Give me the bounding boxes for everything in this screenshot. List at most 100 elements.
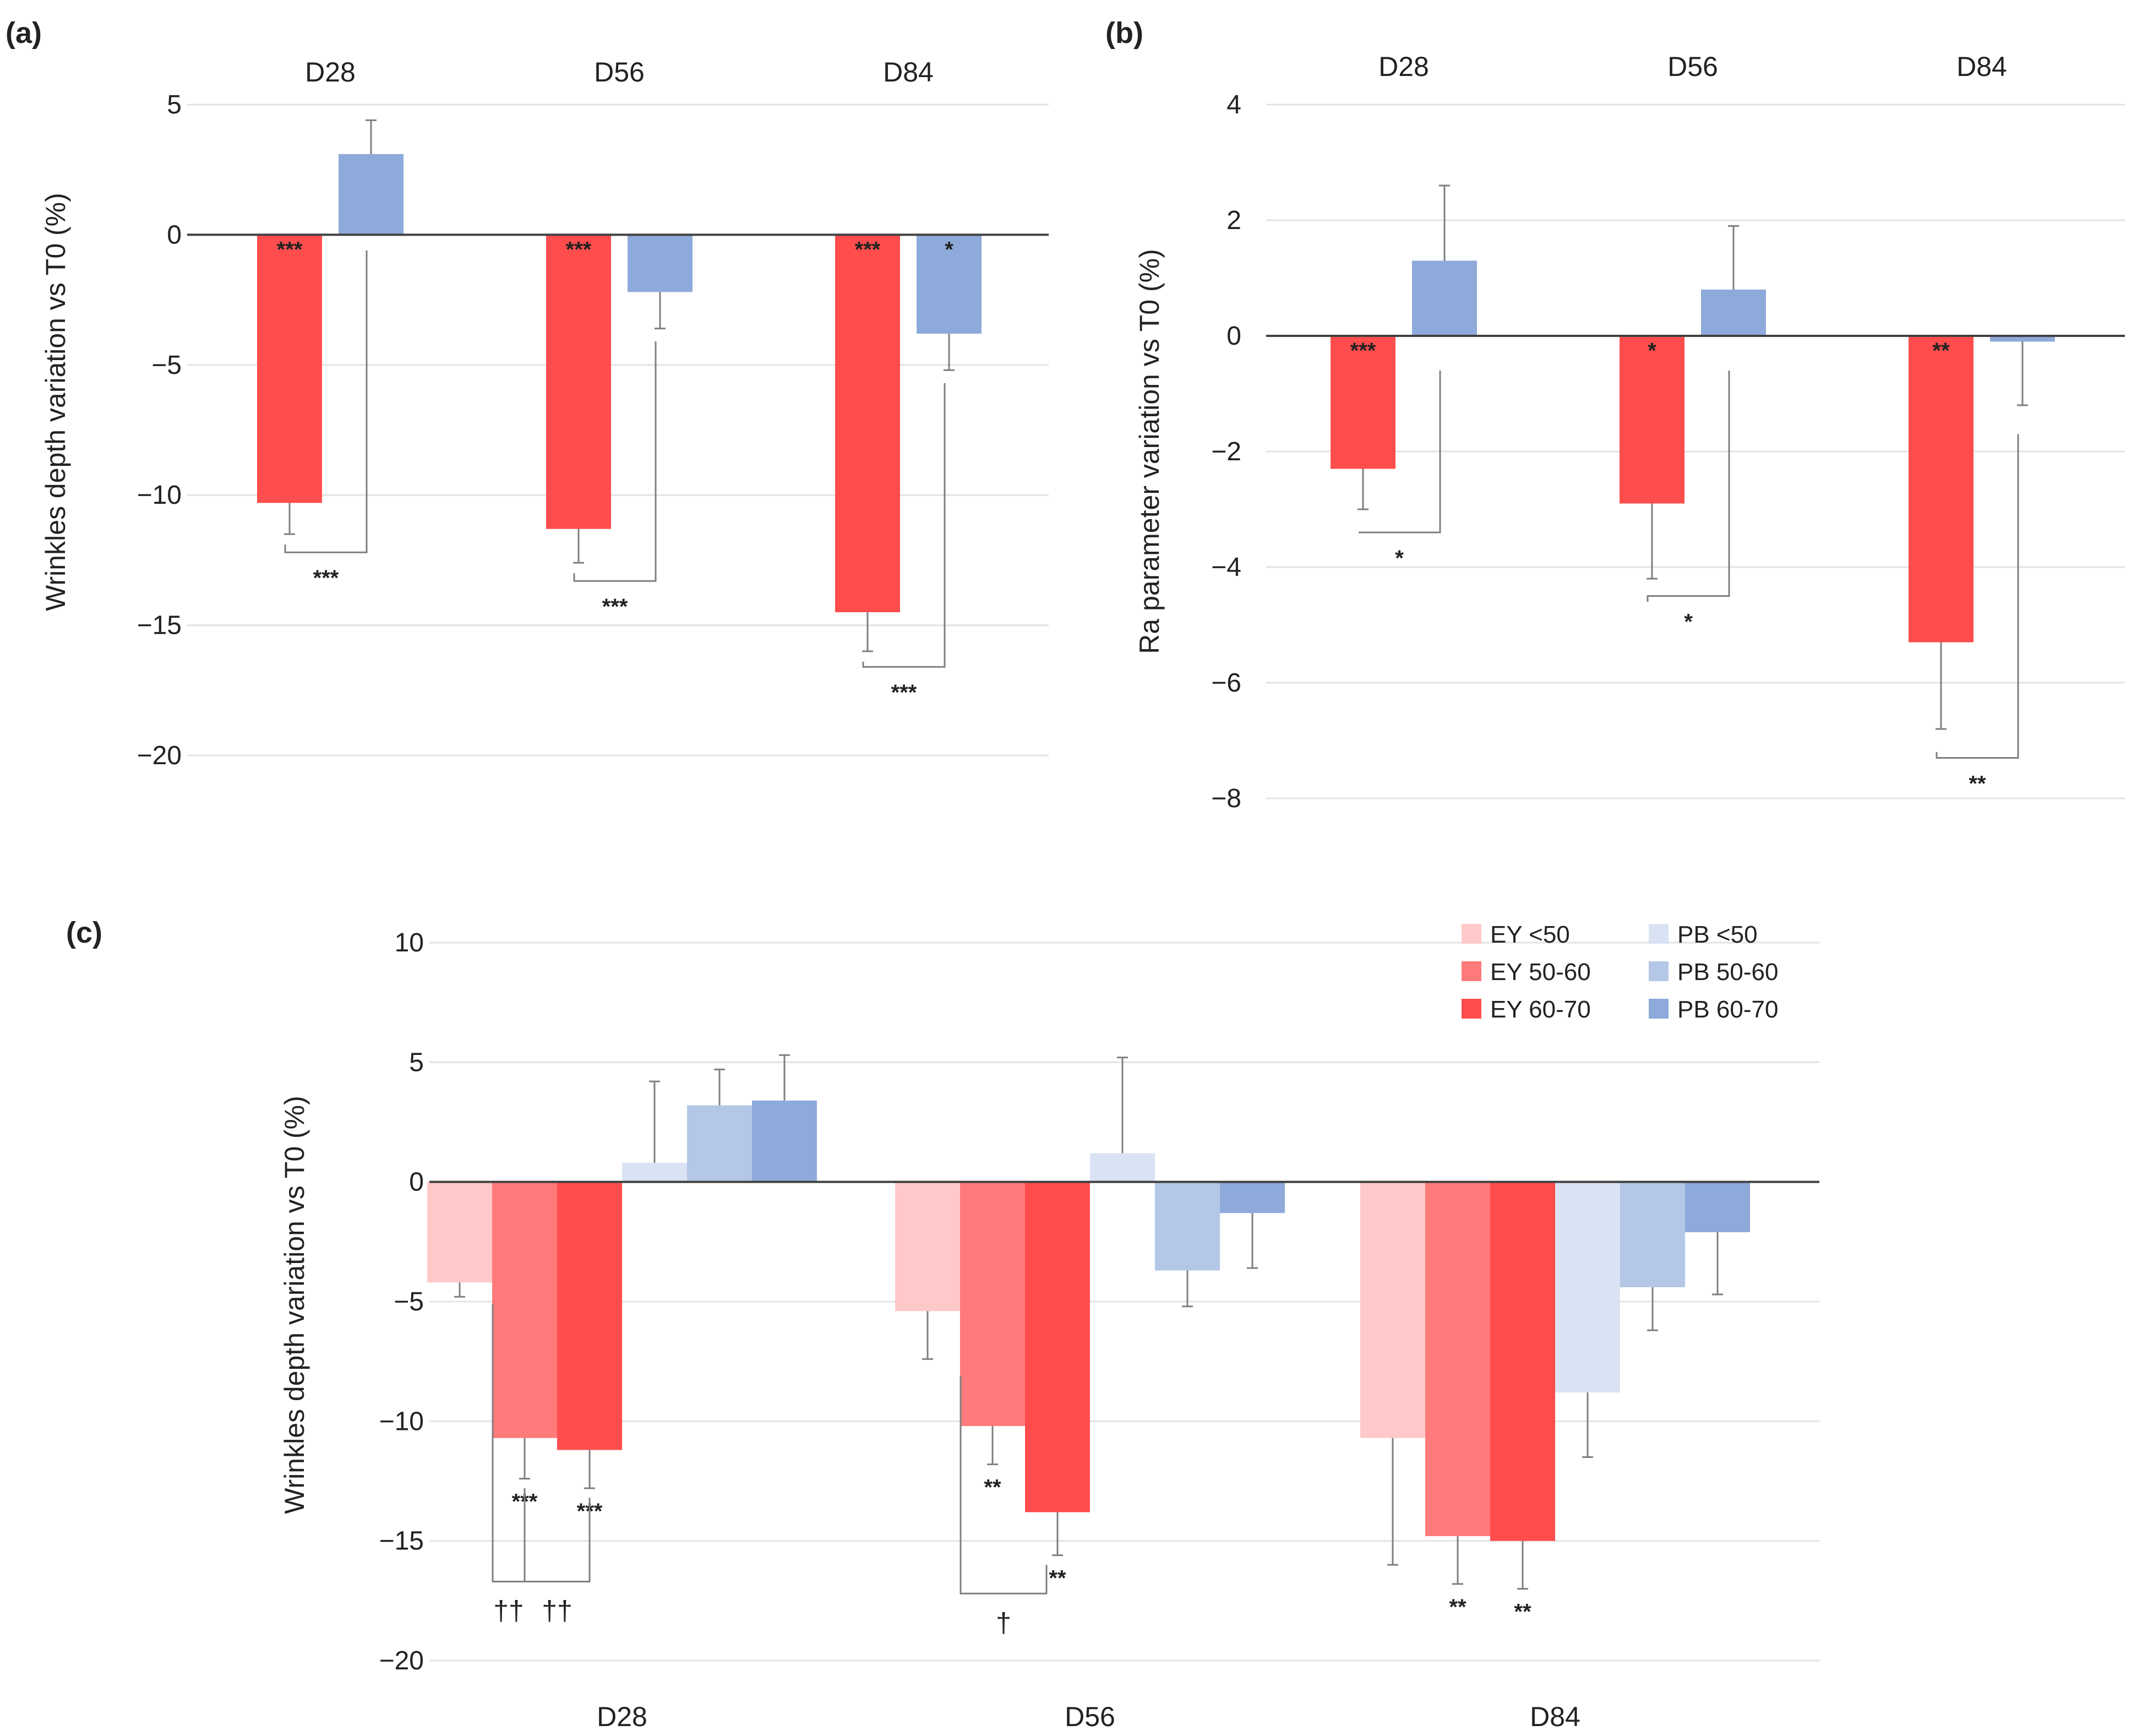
- y-tick-label: 5: [167, 90, 182, 119]
- bar: [557, 1182, 622, 1450]
- legend-swatch: [1462, 961, 1481, 981]
- comparison-label: *: [1395, 546, 1404, 570]
- bar: [492, 1182, 557, 1438]
- category-label: D56: [1667, 51, 1718, 82]
- category-label: D84: [883, 57, 934, 88]
- legend-label: PB 50-60: [1677, 959, 1778, 986]
- bar: [1412, 260, 1477, 336]
- legend-swatch: [1649, 961, 1669, 981]
- category-label: D28: [597, 1701, 647, 1732]
- significance-label: **: [1514, 1600, 1531, 1624]
- y-tick-label: 2: [1226, 206, 1241, 235]
- bar: [1990, 336, 2055, 342]
- bar: [1620, 336, 1684, 504]
- comparison-bracket: [573, 341, 657, 582]
- bar: [1620, 1182, 1685, 1287]
- panel-label: (b): [1105, 17, 1143, 50]
- legend-label: EY 50-60: [1490, 959, 1591, 986]
- y-tick-label: −20: [379, 1646, 424, 1675]
- significance-label: ***: [1350, 339, 1376, 363]
- bar: [917, 235, 982, 334]
- y-tick-label: −4: [1211, 553, 1241, 582]
- category-label: D84: [1530, 1701, 1580, 1732]
- comparison-bracket: [1936, 434, 2019, 759]
- y-tick-label: −15: [379, 1527, 424, 1556]
- bar: [752, 1100, 817, 1182]
- significance-label: **: [1449, 1595, 1467, 1619]
- y-tick-label: 10: [395, 928, 424, 957]
- bar: [1360, 1182, 1425, 1438]
- bar: [1331, 336, 1395, 469]
- bar: [1685, 1182, 1750, 1232]
- y-tick-label: −10: [137, 481, 182, 510]
- y-tick-label: −8: [1211, 784, 1241, 813]
- comparison-label: ††: [542, 1596, 573, 1626]
- significance-label: *: [1648, 339, 1656, 363]
- legend-swatch: [1649, 924, 1669, 944]
- y-tick-label: −20: [137, 741, 182, 770]
- bar: [1155, 1182, 1220, 1271]
- comparison-bracket: [960, 1375, 1048, 1594]
- bar: [622, 1162, 687, 1182]
- category-label: D28: [1378, 51, 1429, 82]
- panel-label: (a): [6, 17, 42, 50]
- y-tick-label: 4: [1226, 90, 1241, 119]
- bar: [1909, 336, 1974, 643]
- comparison-bracket: [1647, 371, 1730, 602]
- comparison-label: ††: [493, 1596, 524, 1626]
- bar: [1025, 1182, 1090, 1512]
- significance-label: **: [984, 1476, 1001, 1500]
- bar: [427, 1182, 492, 1283]
- y-tick-label: 0: [409, 1168, 424, 1197]
- significance-label: ***: [855, 237, 881, 262]
- significance-label: **: [1932, 339, 1950, 363]
- legend-label: EY <50: [1490, 921, 1570, 948]
- category-label: D56: [1065, 1701, 1115, 1732]
- y-tick-label: 0: [167, 220, 182, 249]
- bar: [835, 235, 900, 612]
- bar: [1220, 1182, 1285, 1213]
- bar: [628, 235, 693, 292]
- bar: [1425, 1182, 1490, 1536]
- comparison-bracket: [1359, 371, 1441, 534]
- significance-label: ***: [566, 237, 592, 262]
- y-tick-label: −15: [137, 611, 182, 640]
- bar: [1090, 1153, 1155, 1182]
- y-tick-label: 5: [409, 1048, 424, 1077]
- category-label: D84: [1956, 51, 2007, 82]
- comparison-label: **: [1969, 772, 1986, 796]
- significance-label: **: [1049, 1566, 1066, 1591]
- bar: [1701, 290, 1766, 336]
- legend-label: EY 60-70: [1490, 996, 1591, 1023]
- bar: [257, 235, 322, 503]
- comparison-label: ***: [313, 566, 339, 590]
- y-tick-label: −5: [151, 351, 182, 380]
- legend-swatch: [1649, 999, 1669, 1019]
- y-tick-label: −2: [1211, 437, 1241, 466]
- y-tick-label: −6: [1211, 668, 1241, 698]
- comparison-label: ***: [891, 681, 917, 705]
- y-tick-label: 0: [1226, 322, 1241, 351]
- category-label: D56: [594, 57, 645, 88]
- y-axis-label: Wrinkles depth variation vs T0 (%): [40, 193, 71, 611]
- comparison-label: *: [1684, 610, 1693, 634]
- bar: [1490, 1182, 1555, 1541]
- panel-b: (b) Ra parameter variation vs T0 (%) 4 2 0…: [1105, 17, 2125, 813]
- bar: [895, 1182, 960, 1311]
- comparison-label: ***: [602, 595, 628, 619]
- y-tick-label: −5: [394, 1287, 424, 1316]
- comparison-bracket: [492, 1304, 526, 1583]
- bar: [546, 235, 611, 529]
- bar: [687, 1105, 752, 1182]
- bar: [1555, 1182, 1620, 1393]
- panel-label: (c): [66, 916, 102, 949]
- comparison-bracket: [524, 1498, 591, 1583]
- legend-label: PB <50: [1677, 921, 1758, 948]
- panel-c: (c) Wrinkles depth variation vs T0 (%) 1…: [66, 916, 1819, 1732]
- legend-swatch: [1462, 999, 1481, 1019]
- category-label: D28: [305, 57, 356, 88]
- y-axis-label: Wrinkles depth variation vs T0 (%): [279, 1096, 310, 1514]
- y-tick-label: −10: [379, 1407, 424, 1436]
- significance-label: ***: [277, 237, 303, 262]
